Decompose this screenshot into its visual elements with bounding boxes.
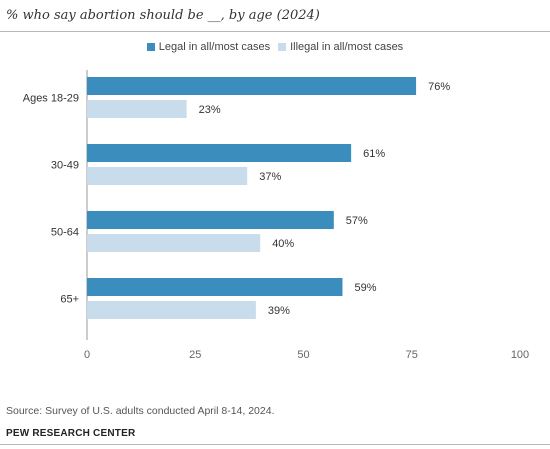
legend-label-illegal: Illegal in all/most cases (290, 41, 404, 53)
bar-legal (87, 278, 343, 296)
bar-illegal (87, 100, 187, 118)
legend-item-legal: Legal in all/most cases (146, 41, 271, 53)
data-label-illegal: 39% (268, 305, 290, 317)
data-label-legal: 57% (346, 215, 368, 227)
bar-illegal (87, 234, 261, 252)
bar-illegal (87, 301, 256, 319)
x-tick-label: 50 (297, 349, 309, 361)
data-label-illegal: 37% (259, 171, 281, 183)
bottom-divider (0, 444, 550, 445)
data-label-illegal: 40% (272, 238, 294, 250)
category-label: 50-64 (51, 227, 79, 239)
bar-legal (87, 77, 417, 95)
x-tick-label: 75 (406, 349, 418, 361)
x-tick-label: 0 (84, 349, 90, 361)
source-note: Source: Survey of U.S. adults conducted … (6, 405, 275, 417)
data-label-legal: 59% (354, 282, 376, 294)
brand-name: PEW RESEARCH CENTER (6, 428, 136, 439)
chart-title: % who say abortion should be __, by age … (6, 8, 320, 23)
legend-item-illegal: Illegal in all/most cases (278, 41, 403, 53)
x-tick-label: 100 (511, 349, 529, 361)
data-label-legal: 61% (363, 148, 385, 160)
bar-legal (87, 211, 334, 229)
legend: Legal in all/most cases Illegal in all/m… (0, 41, 550, 53)
legend-swatch-illegal (278, 43, 287, 51)
top-divider (0, 31, 550, 32)
category-label: 30-49 (51, 160, 79, 172)
data-label-legal: 76% (428, 81, 450, 93)
category-label: Ages 18-29 (23, 93, 79, 105)
legend-swatch-legal (146, 43, 155, 51)
bar-illegal (87, 167, 248, 185)
bar-legal (87, 144, 352, 162)
x-tick-label: 25 (189, 349, 201, 361)
data-label-illegal: 23% (199, 104, 221, 116)
legend-label-legal: Legal in all/most cases (158, 41, 271, 53)
category-label: 65+ (60, 294, 79, 306)
